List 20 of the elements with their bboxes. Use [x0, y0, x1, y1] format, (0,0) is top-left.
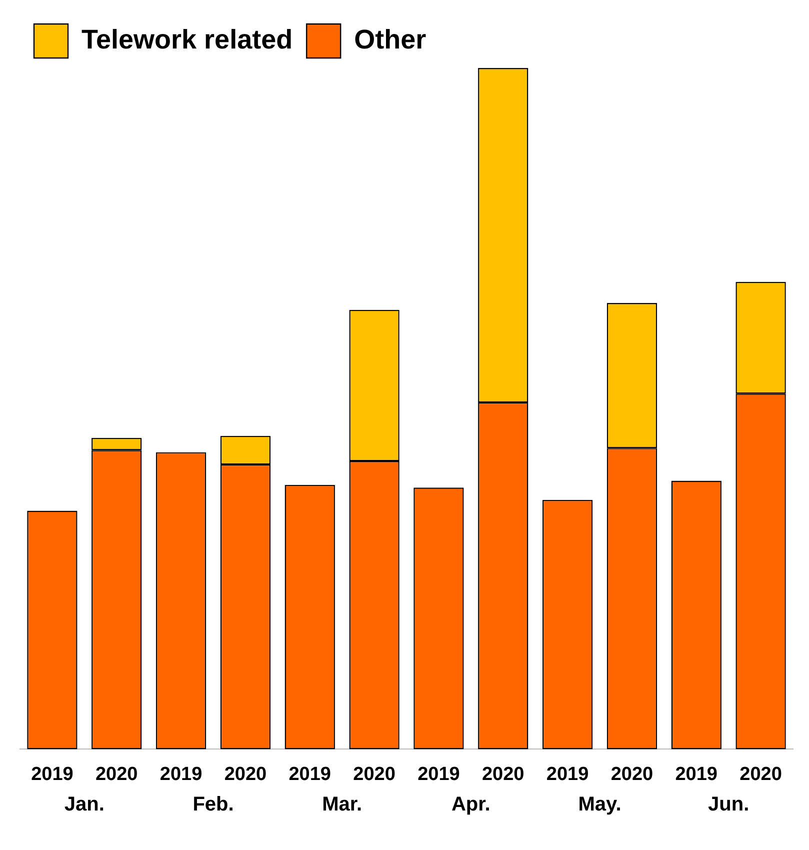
legend-label: Telework related [82, 24, 293, 54]
x-tick-label: 2020 [95, 764, 138, 785]
x-tick-label: 2020 [610, 764, 654, 785]
text: Mar. [322, 794, 362, 816]
x-tick-label: 2020 [224, 764, 267, 785]
x-tick-label: 2020 [353, 764, 396, 785]
x-tick-label: 2019 [31, 764, 74, 785]
x-tick-label: 2019 [418, 764, 460, 785]
x-tick-label: 2019 [288, 764, 332, 785]
x-tick-label: 2019 [546, 764, 589, 785]
legend-label: Other [354, 24, 427, 54]
text: Jan. [64, 794, 104, 816]
text: May. [578, 794, 622, 816]
x-tick-label: 2019 [675, 764, 718, 785]
x-tick-label: 2019 [160, 764, 202, 785]
text: Feb. [192, 794, 234, 816]
x-tick-label: 2020 [740, 764, 782, 785]
x-tick-label: 2020 [482, 764, 524, 785]
text: Apr. [451, 794, 490, 816]
text: Jun. [708, 794, 750, 816]
